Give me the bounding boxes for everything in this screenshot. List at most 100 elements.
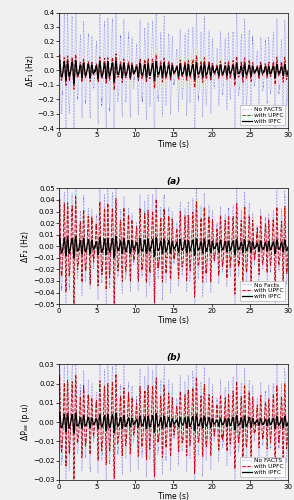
No Facts	[258, 274, 261, 280]
with IPFC	[191, 62, 194, 68]
with IPFC	[258, 248, 261, 254]
with UPFC	[109, 248, 112, 254]
with UPFC	[113, 301, 116, 307]
No FACTS	[191, 380, 194, 386]
with UPFC	[74, 390, 78, 396]
Text: (b): (b)	[166, 352, 181, 362]
with UPFC	[191, 59, 194, 65]
with UPFC	[191, 395, 194, 401]
with IPFC	[109, 68, 113, 74]
with UPFC	[250, 264, 253, 270]
No Facts	[112, 325, 116, 331]
with IPFC	[127, 64, 131, 70]
Text: (a): (a)	[166, 177, 181, 186]
with IPFC	[127, 417, 131, 423]
with UPFC	[57, 64, 61, 70]
with IPFC	[58, 410, 61, 416]
Legend: No FACTS, with UPFC, with IPFC: No FACTS, with UPFC, with IPFC	[240, 456, 285, 477]
No FACTS	[286, 422, 290, 428]
No FACTS	[258, 454, 261, 460]
Y-axis label: ΔF₁ (Hz): ΔF₁ (Hz)	[26, 55, 35, 86]
No Facts	[57, 228, 61, 234]
with UPFC	[127, 404, 131, 410]
with IPFC	[75, 62, 78, 68]
No FACTS	[286, 70, 290, 76]
with UPFC	[109, 428, 112, 434]
Legend: No FACTS, with UPFC, with IPFC: No FACTS, with UPFC, with IPFC	[240, 105, 285, 126]
with UPFC	[286, 421, 290, 427]
Line: with IPFC: with IPFC	[59, 412, 288, 433]
with UPFC	[72, 476, 76, 482]
No Facts	[286, 249, 290, 255]
with UPFC	[191, 218, 194, 224]
No FACTS	[74, 0, 77, 4]
with UPFC	[112, 87, 116, 93]
No Facts	[191, 210, 194, 216]
with UPFC	[127, 63, 131, 69]
No FACTS	[127, 48, 131, 54]
No Facts	[109, 260, 112, 266]
No FACTS	[109, 72, 113, 78]
No FACTS	[250, 95, 253, 101]
No FACTS	[72, 147, 76, 153]
Line: with IPFC: with IPFC	[59, 60, 288, 84]
No FACTS	[75, 386, 78, 392]
X-axis label: Time (s): Time (s)	[158, 140, 189, 149]
Line: with UPFC: with UPFC	[59, 195, 288, 304]
with UPFC	[250, 436, 253, 442]
with UPFC	[258, 442, 261, 448]
with IPFC	[58, 232, 61, 238]
with IPFC	[58, 57, 61, 63]
with UPFC	[57, 234, 61, 240]
with UPFC	[114, 50, 118, 56]
Y-axis label: ΔPₐₑ (p.u): ΔPₐₑ (p.u)	[21, 404, 30, 440]
with IPFC	[57, 242, 61, 248]
with IPFC	[250, 71, 253, 77]
with IPFC	[72, 255, 76, 261]
with UPFC	[286, 68, 290, 73]
Line: No Facts: No Facts	[59, 178, 288, 328]
Line: with IPFC: with IPFC	[59, 236, 288, 258]
No FACTS	[127, 398, 131, 404]
with UPFC	[74, 213, 78, 219]
No FACTS	[258, 99, 261, 105]
with UPFC	[74, 54, 78, 60]
Legend: No Facts, with UPFC, with IPFC: No Facts, with UPFC, with IPFC	[240, 280, 285, 301]
X-axis label: Time (s): Time (s)	[158, 316, 189, 324]
with UPFC	[114, 371, 118, 377]
with IPFC	[72, 430, 76, 436]
No Facts	[74, 186, 78, 192]
with IPFC	[191, 415, 194, 421]
No FACTS	[109, 424, 113, 430]
No Facts	[127, 223, 131, 229]
Y-axis label: ΔF₂ (Hz): ΔF₂ (Hz)	[21, 231, 30, 262]
with UPFC	[57, 408, 61, 414]
with IPFC	[258, 422, 261, 428]
with IPFC	[191, 238, 194, 244]
No FACTS	[57, 52, 61, 58]
No Facts	[250, 272, 253, 278]
with UPFC	[109, 72, 112, 78]
with IPFC	[286, 68, 290, 73]
with UPFC	[250, 74, 253, 80]
with UPFC	[286, 244, 290, 250]
with IPFC	[250, 422, 253, 428]
with IPFC	[286, 244, 290, 250]
with IPFC	[109, 244, 113, 250]
with IPFC	[75, 239, 78, 245]
with IPFC	[109, 420, 113, 426]
No FACTS	[250, 450, 253, 456]
No FACTS	[191, 32, 194, 38]
No FACTS	[74, 346, 78, 352]
with UPFC	[74, 192, 77, 198]
with UPFC	[127, 228, 131, 234]
with IPFC	[250, 247, 253, 253]
with IPFC	[57, 66, 61, 71]
X-axis label: Time (s): Time (s)	[158, 492, 189, 500]
No FACTS	[57, 408, 61, 414]
with IPFC	[72, 80, 76, 86]
with IPFC	[57, 418, 61, 424]
with IPFC	[286, 420, 290, 426]
Line: No FACTS: No FACTS	[59, 1, 288, 150]
Line: with UPFC: with UPFC	[59, 374, 288, 480]
